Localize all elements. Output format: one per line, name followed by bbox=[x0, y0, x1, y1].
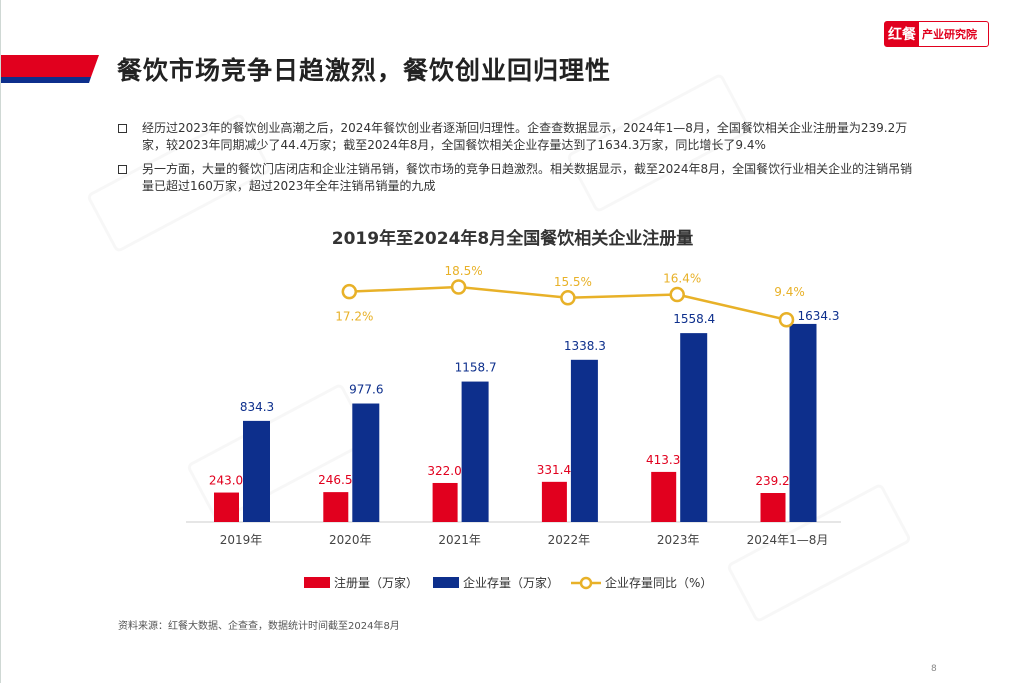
data-label-registrations: 413.3 bbox=[646, 453, 680, 467]
bar-enterprise-stock bbox=[680, 333, 708, 522]
data-label-registrations: 246.5 bbox=[318, 473, 352, 487]
data-label-enterprise-stock: 1158.7 bbox=[455, 361, 497, 375]
line-point-yoy-growth bbox=[341, 283, 358, 300]
bar-registrations bbox=[760, 493, 786, 522]
logo-text: 产业研究院 bbox=[922, 28, 977, 41]
bar-registrations bbox=[651, 471, 677, 522]
data-label-yoy-growth: 17.2% bbox=[335, 310, 373, 324]
page-number: 8 bbox=[931, 664, 937, 674]
x-tick-label: 2023年 bbox=[657, 533, 700, 547]
data-label-registrations: 239.2 bbox=[755, 474, 789, 488]
data-label-enterprise-stock: 1634.3 bbox=[798, 309, 840, 323]
data-label-yoy-growth: 9.4% bbox=[774, 285, 805, 299]
data-label-enterprise-stock: 834.3 bbox=[240, 400, 274, 414]
bar-registrations bbox=[323, 492, 349, 522]
x-tick-label: 2019年 bbox=[220, 533, 263, 547]
data-label-registrations: 331.4 bbox=[537, 463, 571, 477]
line-point-yoy-growth bbox=[778, 312, 795, 328]
page-title: 餐饮市场竞争日趋激烈，餐饮创业回归理性 bbox=[117, 56, 612, 85]
title-accent-band bbox=[1, 55, 99, 83]
line-point-yoy-growth bbox=[450, 279, 467, 295]
data-label-enterprise-stock: 1338.3 bbox=[564, 339, 606, 353]
data-label-enterprise-stock: 977.6 bbox=[349, 383, 383, 397]
bar-enterprise-stock bbox=[461, 381, 489, 522]
bullet-item: 经历过2023年的餐饮创业高潮之后，2024年餐饮创业者逐渐回归理性。企查查数据… bbox=[118, 120, 918, 154]
legend-marker-yoy-growth bbox=[579, 576, 593, 590]
bar-registrations bbox=[214, 492, 239, 522]
square-bullet-icon bbox=[118, 165, 127, 174]
legend-swatch-registrations bbox=[304, 577, 330, 588]
line-point-yoy-growth bbox=[560, 290, 576, 306]
legend-label: 企业存量同比（%） bbox=[605, 575, 712, 590]
bar-enterprise-stock bbox=[570, 359, 598, 522]
line-point-yoy-growth bbox=[669, 286, 685, 303]
logo-mark: 红餐 bbox=[885, 22, 919, 46]
data-label-enterprise-stock: 1558.4 bbox=[673, 312, 715, 326]
legend-swatch-enterprise-stock bbox=[433, 577, 459, 588]
data-label-yoy-growth: 15.5% bbox=[554, 275, 592, 289]
data-label-registrations: 322.0 bbox=[427, 464, 461, 478]
source-note: 资料来源：红餐大数据、企查查，数据统计时间截至2024年8月 bbox=[118, 621, 400, 632]
bullet-item: 另一方面，大量的餐饮门店闭店和企业注销吊销，餐饮市场的竞争日趋激烈。相关数据显示… bbox=[118, 161, 918, 195]
bar-enterprise-stock bbox=[243, 420, 270, 522]
x-tick-label: 2020年 bbox=[329, 533, 372, 547]
logo: 红餐 产业研究院 bbox=[884, 21, 989, 47]
chart-title: 2019年至2024年8月全国餐饮相关企业注册量 bbox=[331, 229, 694, 249]
data-label-yoy-growth: 18.5% bbox=[445, 264, 483, 278]
square-bullet-icon bbox=[118, 124, 127, 133]
data-label-yoy-growth: 16.4% bbox=[663, 272, 701, 286]
bar-registrations bbox=[432, 482, 458, 522]
legend-label: 企业存量（万家） bbox=[463, 575, 559, 590]
legend-label: 注册量（万家） bbox=[334, 575, 418, 590]
bar-registrations bbox=[541, 481, 567, 522]
data-label-registrations: 243.0 bbox=[209, 474, 243, 488]
x-tick-label: 2021年 bbox=[438, 533, 481, 547]
bar-enterprise-stock bbox=[352, 403, 380, 522]
x-tick-label: 2024年1—8月 bbox=[747, 533, 829, 547]
bar-enterprise-stock bbox=[789, 323, 817, 522]
x-tick-label: 2022年 bbox=[548, 533, 591, 547]
